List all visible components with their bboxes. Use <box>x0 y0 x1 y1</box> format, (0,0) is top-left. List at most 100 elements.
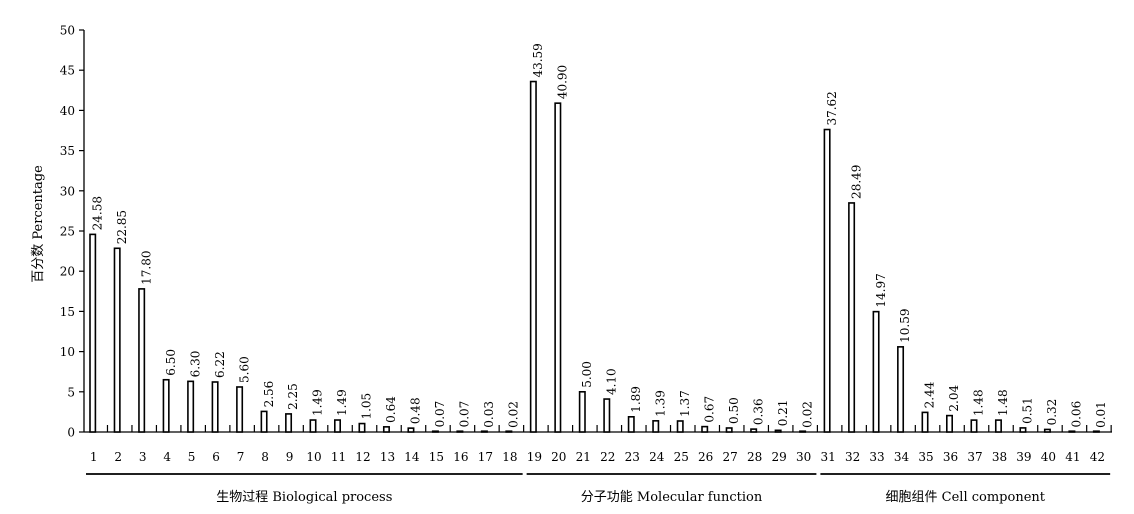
category-groups: 生物过程 Biological process 分子功能 Molecular fu… <box>86 473 1111 505</box>
bar-value-label: 37.62 <box>825 91 839 125</box>
bar-value-label: 1.48 <box>972 389 986 416</box>
value-labels: 24.58 22.85 17.80 6.50 6.30 6.22 5.60 2.56 2.25 1… <box>90 43 1108 428</box>
x-tick-label: 38 <box>992 450 1007 464</box>
bar-value-label: 5.00 <box>580 361 594 388</box>
bar <box>113 247 121 433</box>
bar-value-label: 0.07 <box>458 401 472 428</box>
x-tick-label: 20 <box>551 450 566 464</box>
y-tick-label: 10 <box>60 345 75 359</box>
bar <box>627 416 635 433</box>
y-axis: 0 5 10 15 20 25 30 35 40 45 50 <box>60 24 85 440</box>
bar-value-label: 0.06 <box>1070 401 1084 428</box>
bar <box>994 419 1002 433</box>
bar-value-label: 0.21 <box>776 400 790 427</box>
bar <box>774 429 782 433</box>
bar <box>260 410 268 433</box>
y-tick-label: 20 <box>60 265 75 279</box>
bar <box>945 414 953 433</box>
x-tick-label: 28 <box>747 450 762 464</box>
y-tick-label: 35 <box>60 144 75 158</box>
bar <box>309 419 317 433</box>
y-tick-label: 45 <box>60 64 75 78</box>
x-tick-label: 12 <box>355 450 370 464</box>
x-tick-label: 1 <box>90 450 98 464</box>
x-tick-label: 36 <box>943 450 958 464</box>
x-tick-label: 29 <box>771 450 786 464</box>
bar <box>872 310 880 433</box>
x-tick-label: 16 <box>453 450 468 464</box>
x-tick-label: 32 <box>845 450 860 464</box>
bar <box>456 430 464 433</box>
bar-value-label: 10.59 <box>898 308 912 342</box>
x-tick-label: 8 <box>261 450 269 464</box>
bar <box>848 202 856 433</box>
x-tick-label: 27 <box>723 450 738 464</box>
bar <box>505 430 513 433</box>
bar <box>431 430 439 433</box>
x-tick-label: 7 <box>237 450 245 464</box>
bar <box>701 425 709 433</box>
bar <box>799 430 807 433</box>
y-tick-label: 50 <box>60 24 75 38</box>
x-tick-label: 37 <box>967 450 982 464</box>
bar-value-label: 1.05 <box>360 393 374 420</box>
bar-value-label: 0.07 <box>433 401 447 428</box>
bar-value-label: 2.04 <box>947 385 961 412</box>
bar-value-label: 0.32 <box>1045 399 1059 426</box>
x-tick-label: 2 <box>114 450 122 464</box>
bar-value-label: 1.39 <box>653 390 667 417</box>
bar-value-label: 0.67 <box>702 396 716 423</box>
x-tick-label: 10 <box>306 450 321 464</box>
bar <box>554 102 562 433</box>
bar-value-label: 40.90 <box>556 65 570 99</box>
bar-value-label: 1.89 <box>629 386 643 413</box>
x-tick-label: 3 <box>139 450 147 464</box>
x-tick-label: 22 <box>600 450 615 464</box>
group-label: 生物过程 Biological process <box>216 490 392 505</box>
y-tick-label: 15 <box>60 305 75 319</box>
bar-value-label: 1.48 <box>996 389 1010 416</box>
y-axis-title: 百分数 Percentage <box>31 165 46 283</box>
bar <box>603 398 611 433</box>
bar-value-label: 0.02 <box>507 401 521 428</box>
x-tick-label: 4 <box>163 450 171 464</box>
bar-value-label: 2.56 <box>262 381 276 408</box>
bar <box>333 419 341 433</box>
x-tick-label: 42 <box>1090 450 1105 464</box>
bar <box>236 386 244 433</box>
x-tick-label: 17 <box>478 450 493 464</box>
bar-value-label: 43.59 <box>531 43 545 77</box>
group-label: 细胞组件 Cell component <box>886 490 1046 505</box>
bar <box>1092 430 1100 433</box>
bar-value-label: 0.64 <box>384 396 398 423</box>
x-tick-label: 21 <box>576 450 591 464</box>
bar <box>407 427 415 433</box>
bar-value-label: 4.10 <box>604 368 618 395</box>
bar <box>211 381 219 433</box>
bar <box>480 430 488 433</box>
bar <box>823 128 831 433</box>
bar <box>285 413 293 433</box>
y-tick-label: 40 <box>60 104 75 118</box>
bar <box>1019 427 1027 433</box>
bar-value-label: 2.25 <box>286 383 300 410</box>
x-axis: 1 2 3 4 5 6 7 8 9 10 11 12 13 14 15 16 17 18 19 20 21 22 23 24 2… <box>84 425 1112 464</box>
bar <box>578 390 586 433</box>
bar-value-label: 0.01 <box>1094 401 1108 428</box>
bar-value-label: 14.97 <box>874 273 888 307</box>
x-tick-label: 9 <box>286 450 294 464</box>
bar-value-label: 0.03 <box>482 401 496 428</box>
x-tick-label: 39 <box>1016 450 1031 464</box>
bar-value-label: 6.30 <box>188 351 202 378</box>
x-tick-label: 5 <box>188 450 196 464</box>
x-tick-label: 18 <box>502 450 517 464</box>
bar-value-label: 0.36 <box>751 398 765 425</box>
bar-value-label: 0.02 <box>800 401 814 428</box>
bar <box>162 378 170 433</box>
bar-value-label: 5.60 <box>237 356 251 383</box>
bar <box>89 233 97 433</box>
x-tick-label: 34 <box>894 450 910 464</box>
bar-value-label: 28.49 <box>849 165 863 199</box>
bar-value-label: 1.49 <box>311 389 325 416</box>
